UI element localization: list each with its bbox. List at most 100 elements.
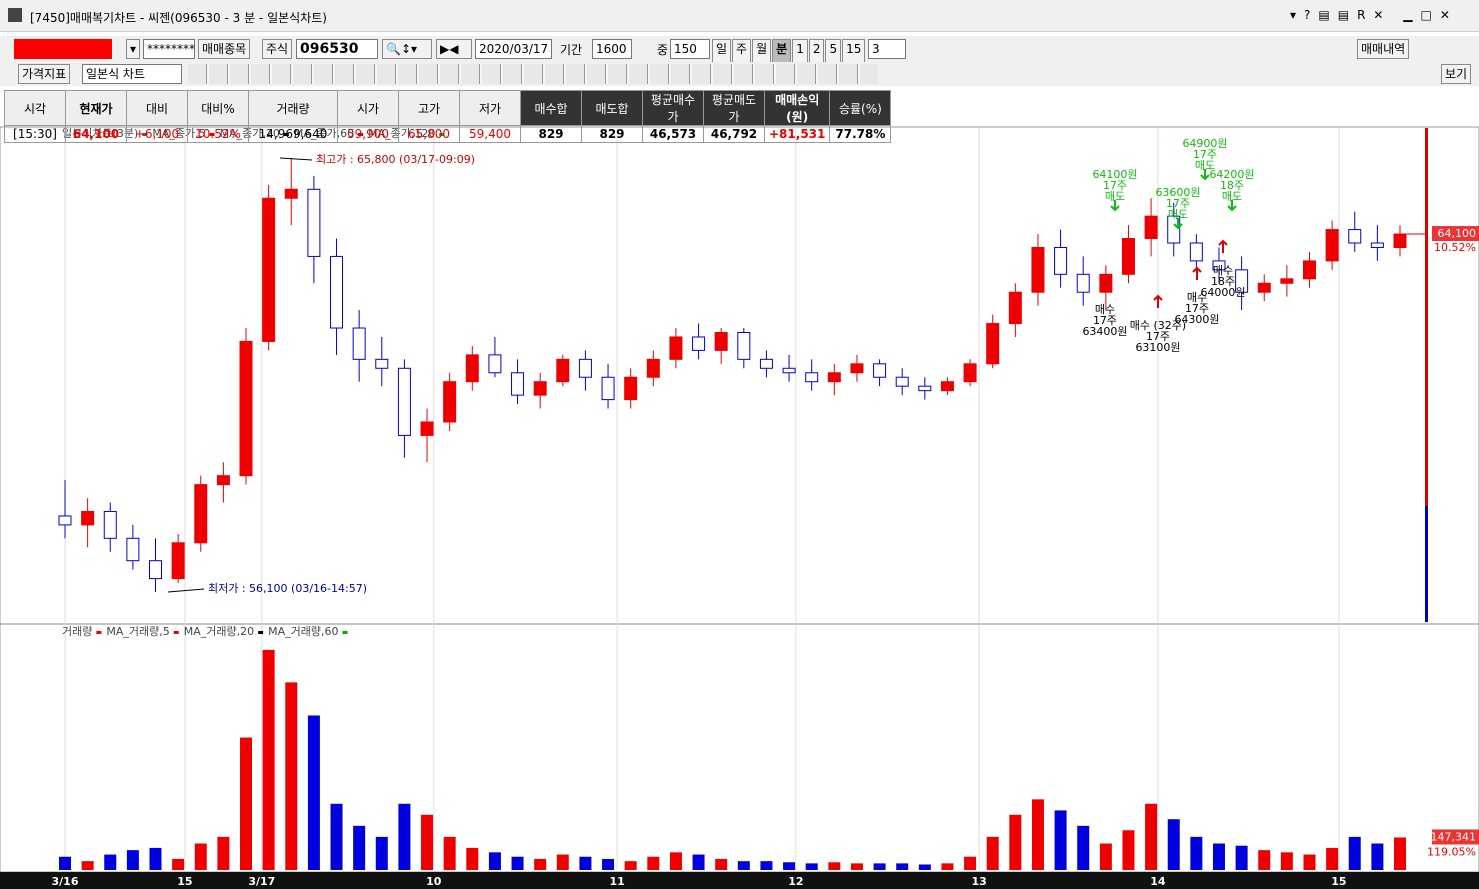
header-cell: 평균매수가 (642, 90, 704, 126)
position-bar-up (1425, 128, 1428, 506)
unit-button[interactable]: 2 (808, 39, 825, 63)
stock-button[interactable]: 주식 (262, 39, 293, 59)
candle-body (1054, 246, 1068, 275)
unit-button[interactable]: 분 (772, 39, 792, 63)
trade-label: 63600원 (1155, 186, 1200, 199)
trade-label: 17주 (1103, 179, 1127, 192)
candle-body (352, 327, 366, 360)
trade-label: 매도 (1105, 190, 1125, 203)
volume-bar (353, 825, 366, 870)
search-tools[interactable]: 🔍↕▾ (382, 39, 432, 59)
candle-body (692, 336, 706, 351)
header-cell: 평균매도가 (703, 90, 765, 126)
value-cell: 10.52% (187, 125, 249, 143)
trade-label: 매수 (1095, 303, 1115, 316)
volume-bar (1303, 854, 1316, 870)
candle-body (420, 421, 434, 436)
dropdown[interactable]: ▾ (126, 39, 140, 59)
candle-body (375, 358, 389, 369)
x-tick-label: 10 (426, 875, 442, 888)
volume-bar (330, 803, 343, 870)
mid-label: 중 (657, 43, 669, 57)
legend-label: MA_거래량,60 (268, 625, 338, 638)
period-label: 기간 (560, 43, 583, 57)
x-tick-label: 15 (177, 875, 192, 888)
unit-button[interactable]: 1 (792, 39, 808, 63)
candle-body (1189, 242, 1203, 262)
candle-body (1076, 273, 1090, 293)
trade-item-button[interactable]: 매매종목 (198, 39, 251, 59)
volume-bar (262, 649, 275, 870)
chart-kind[interactable]: 일본식 차트 (82, 64, 182, 84)
trade-label: 18주 (1220, 179, 1244, 192)
code-input[interactable]: 096530 (296, 39, 378, 59)
volume-bar (986, 836, 999, 870)
header-cell: 승률(%) (829, 90, 892, 126)
view-button[interactable]: 보기 (1441, 64, 1472, 84)
candle-body (330, 255, 344, 329)
volume-bar (873, 863, 886, 870)
candle-body (1235, 269, 1249, 293)
legend-label: MA_거래량,20 (184, 625, 254, 638)
date-input[interactable]: 2020/03/17 (475, 39, 552, 59)
candle-body (805, 372, 819, 383)
unit-button[interactable]: 월 (752, 39, 772, 63)
trade-arrow (1173, 218, 1183, 230)
unit-input[interactable]: 3 (868, 39, 906, 59)
mid-input[interactable]: 150 (670, 39, 710, 59)
unit-button[interactable]: 일 (712, 39, 732, 63)
drawing-tools[interactable] (188, 64, 878, 84)
window-buttons[interactable]: ▾?▤▤R✕ ▁□✕ (1290, 8, 1458, 22)
volume-bar (104, 854, 117, 870)
trade-label: 64000원 (1200, 286, 1245, 299)
volume-bar (511, 856, 524, 870)
legend-swatch (96, 631, 102, 634)
candle-body (1167, 215, 1181, 244)
candle-body (578, 358, 592, 378)
unit-button[interactable]: 5 (825, 39, 842, 63)
x-tick-label: 12 (788, 875, 803, 888)
candle-body (1370, 242, 1384, 248)
volume-bar (421, 814, 434, 870)
volume-bar (918, 864, 931, 870)
password[interactable]: ******** (143, 39, 195, 59)
trade-label: 매도 (1195, 159, 1215, 172)
candle-body (126, 537, 140, 562)
candle-body (1212, 260, 1226, 271)
x-tick-label: 11 (609, 875, 624, 888)
volume-bar (375, 836, 388, 870)
candle-body (397, 367, 411, 436)
trade-label: 64900원 (1182, 137, 1227, 150)
candle-body (58, 515, 72, 526)
indicator-button[interactable]: 가격지표 (18, 64, 71, 84)
history-button[interactable]: 매매내역 (1357, 39, 1410, 59)
volume-bar (149, 847, 162, 870)
candle-body (1348, 229, 1362, 244)
candle-body (194, 484, 208, 544)
unit-button[interactable]: 15 (842, 39, 866, 63)
period-input[interactable]: 1600 (592, 39, 632, 59)
trade-label: 17주 (1193, 148, 1217, 161)
x-tick-label: 3/17 (248, 875, 275, 888)
volume-bar (783, 862, 796, 870)
value-cell: 59,900 (337, 125, 399, 143)
unit-buttons: 일 주 월 분 1 2 5 15 (712, 39, 866, 63)
candle-body (511, 372, 525, 396)
candle-body (1280, 278, 1294, 284)
candle-body (171, 542, 185, 580)
x-tick-label: 15 (1331, 875, 1346, 888)
volume-bar (1394, 837, 1406, 870)
y-tick-label: 64,100 (1438, 227, 1477, 240)
candle-body (443, 381, 457, 423)
value-cell: 14,969,640 (248, 125, 338, 143)
nav-arrows[interactable]: ▶◀ (436, 39, 472, 59)
candle-body (895, 376, 909, 387)
candle-body (669, 336, 683, 360)
candle-body (1144, 215, 1158, 240)
trade-label: 64200원 (1209, 168, 1254, 181)
candle-body (284, 188, 298, 199)
value-cell: 829 (581, 125, 643, 143)
volume-bar (1326, 847, 1339, 870)
unit-button[interactable]: 주 (732, 39, 752, 63)
